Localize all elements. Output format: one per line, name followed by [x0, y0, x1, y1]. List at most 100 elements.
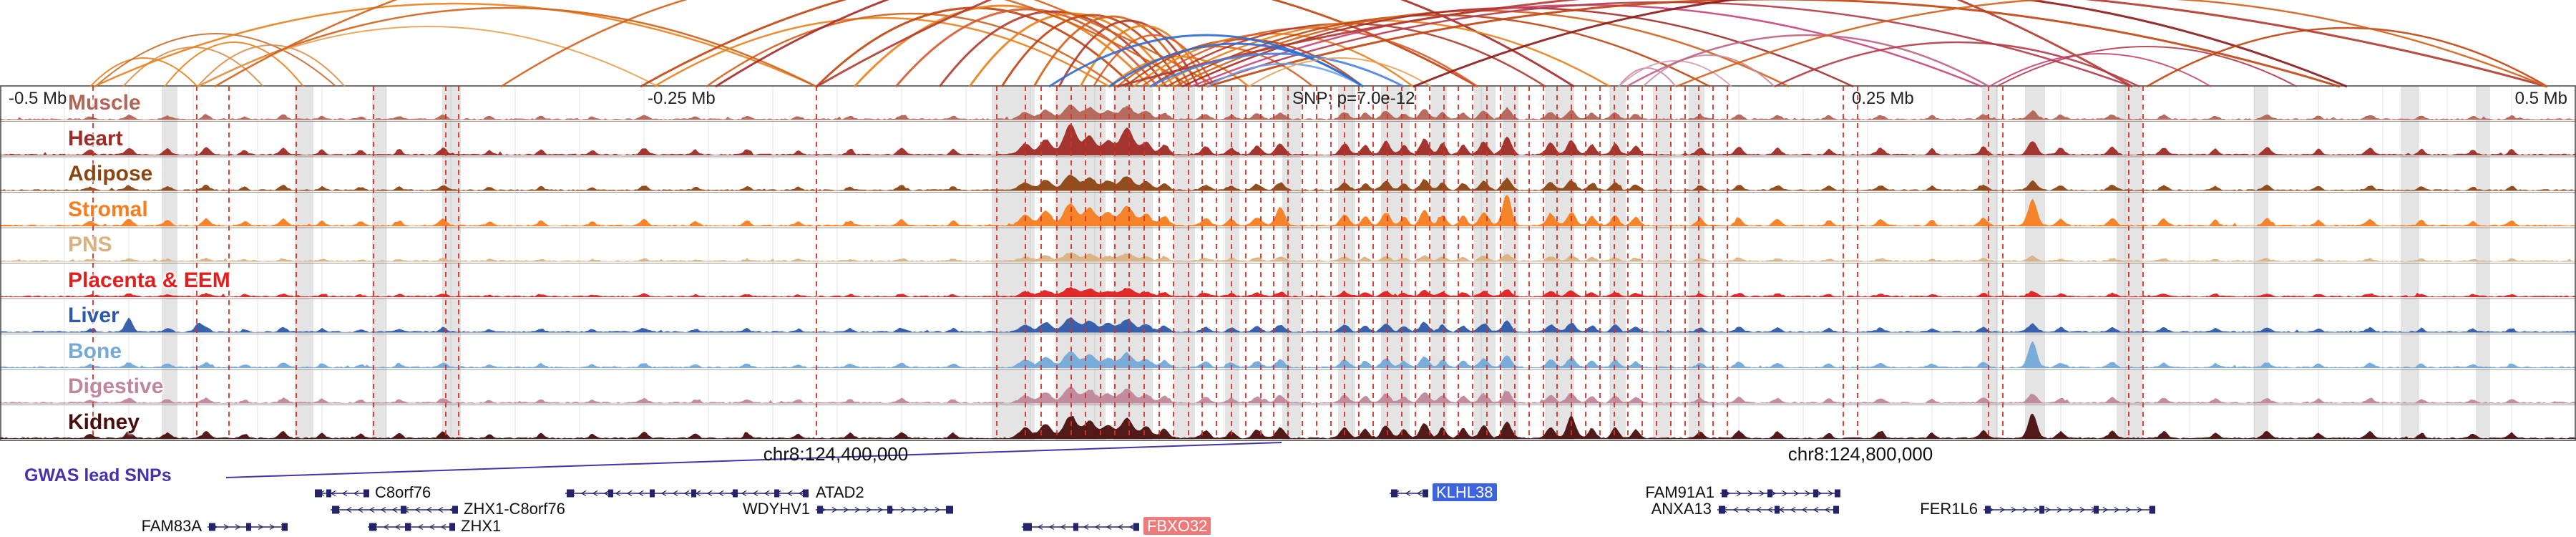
track-label-kidney: Kidney	[68, 410, 140, 434]
interaction-arc[interactable]	[1206, 62, 1364, 88]
gene-label-atad2[interactable]: ATAD2	[816, 483, 864, 501]
signal-track-placenta-eem[interactable]	[0, 286, 2576, 297]
signal-track-muscle[interactable]	[0, 105, 2576, 120]
interaction-arc[interactable]	[1642, 54, 1775, 87]
gene-label-c8orf76[interactable]: C8orf76	[375, 483, 431, 501]
ruler-label-0-25-mb: -0.25 Mb	[648, 89, 716, 108]
ruler-label-0-5-mb: -0.5 Mb	[9, 89, 67, 108]
gene-label-fbxo32[interactable]: FBXO32	[1143, 517, 1211, 536]
interaction-arc[interactable]	[164, 42, 304, 87]
gene-glyph-zhx1[interactable]	[368, 523, 455, 531]
gene-glyph-wdyhv1[interactable]	[816, 505, 953, 514]
signal-track-heart[interactable]	[0, 124, 2576, 155]
ruler-label-0-25-mb: 0.25 Mb	[1852, 89, 1914, 108]
gene-label-wdyhv1[interactable]: WDYHV1	[742, 500, 810, 518]
exon-box	[1023, 523, 1032, 531]
exon-box	[2039, 505, 2044, 514]
exon-box	[315, 489, 322, 498]
exon-box	[1073, 523, 1078, 531]
gene-glyph-fam91a1[interactable]	[1720, 489, 1840, 498]
exon-box	[1833, 505, 1839, 514]
interaction-arc[interactable]	[197, 26, 659, 87]
exon-box	[405, 523, 411, 531]
interaction-arc[interactable]	[1048, 34, 1364, 88]
exon-box	[364, 489, 369, 498]
gene-glyph-atad2[interactable]	[565, 489, 809, 498]
signal-track-pns[interactable]	[0, 251, 2576, 262]
interaction-arc[interactable]	[93, 2, 817, 88]
track-label-placenta-eem: Placenta & EEM	[68, 268, 230, 292]
track-label-digestive: Digestive	[68, 374, 164, 398]
exon-box	[650, 489, 655, 498]
exon-box	[1391, 489, 1397, 498]
gene-glyph-fer1l6[interactable]	[1984, 505, 2155, 514]
interaction-arc[interactable]	[1124, 38, 1364, 87]
gene-glyph-anxa13[interactable]	[1717, 505, 1839, 514]
interaction-arc[interactable]	[1206, 0, 2341, 88]
interaction-arc[interactable]	[938, 10, 1168, 87]
track-label-pns: PNS	[68, 233, 112, 256]
interaction-arc[interactable]	[706, 12, 1118, 88]
exon-box	[449, 523, 455, 531]
interaction-arc[interactable]	[94, 33, 337, 87]
interaction-arc[interactable]	[1989, 53, 2212, 87]
interaction-arc[interactable]	[197, 44, 346, 87]
interaction-arc[interactable]	[89, 57, 198, 87]
strand-chevrons-icon	[1988, 506, 2155, 513]
signal-track-digestive[interactable]	[0, 387, 2576, 404]
exon-box	[209, 523, 215, 531]
interaction-arc[interactable]	[2146, 26, 2548, 88]
exon-box	[1813, 489, 1818, 498]
exon-box	[733, 489, 738, 498]
exon-box	[1423, 489, 1428, 498]
signal-track-stromal[interactable]	[0, 195, 2576, 226]
exon-box	[774, 489, 779, 498]
gene-label-zhx1-c8orf76[interactable]: ZHX1-C8orf76	[464, 500, 565, 518]
track-label-liver: Liver	[68, 304, 119, 327]
signal-tracks	[0, 105, 2576, 439]
gene-glyph-c8orf76[interactable]	[315, 489, 369, 498]
interaction-arc[interactable]	[1774, 41, 2140, 88]
exon-box	[326, 489, 331, 498]
track-label-stromal: Stromal	[68, 197, 148, 221]
signal-track-bone[interactable]	[0, 341, 2576, 369]
interaction-arc[interactable]	[1675, 0, 2548, 88]
exon-box	[2150, 505, 2155, 514]
interaction-arc[interactable]	[1413, 0, 2348, 88]
interaction-arc[interactable]	[1626, 34, 1990, 88]
gene-glyph-zhx1-c8orf76[interactable]	[331, 505, 458, 514]
interaction-arc[interactable]	[1149, 52, 1405, 88]
interaction-arc[interactable]	[1618, 60, 1732, 87]
interaction-arc[interactable]	[1996, 46, 2298, 87]
gene-glyph-fbxo32[interactable]	[1022, 523, 1139, 531]
interaction-arc[interactable]	[500, 0, 1191, 88]
signal-track-adipose[interactable]	[0, 175, 2576, 191]
exon-box	[1722, 489, 1727, 498]
gene-glyph-klhl38[interactable]	[1390, 489, 1428, 498]
signal-track-kidney[interactable]	[0, 413, 2576, 439]
coordinate-label: chr8:124,800,000	[1787, 443, 1933, 465]
interaction-arc[interactable]	[1618, 67, 1677, 87]
gwas-connector-line	[225, 442, 1282, 478]
exon-box	[817, 505, 823, 514]
interaction-arc[interactable]	[653, 16, 1110, 88]
gene-label-fam83a[interactable]: FAM83A	[141, 517, 202, 535]
gene-label-klhl38[interactable]: KLHL38	[1433, 483, 1497, 502]
strand-chevrons-icon	[1724, 490, 1834, 497]
gene-glyph-fam83a[interactable]	[208, 523, 288, 531]
track-label-adipose: Adipose	[68, 162, 153, 185]
signal-track-liver[interactable]	[0, 316, 2576, 333]
interaction-arc[interactable]	[1116, 0, 2548, 88]
gene-label-fam91a1[interactable]: FAM91A1	[1645, 483, 1714, 501]
gene-label-anxa13[interactable]: ANXA13	[1651, 500, 1712, 518]
interaction-arc[interactable]	[715, 0, 1575, 88]
exon-box	[1985, 505, 1991, 514]
interaction-arc[interactable]	[214, 0, 1217, 88]
gene-label-fer1l6[interactable]: FER1L6	[1920, 500, 1978, 518]
interaction-arc[interactable]	[1108, 55, 1249, 87]
interaction-arc[interactable]	[1248, 57, 1432, 87]
exon-box	[1719, 505, 1725, 514]
interaction-arc[interactable]	[853, 4, 1151, 88]
interaction-arc[interactable]	[1166, 14, 1711, 88]
gene-label-zhx1[interactable]: ZHX1	[461, 517, 502, 535]
